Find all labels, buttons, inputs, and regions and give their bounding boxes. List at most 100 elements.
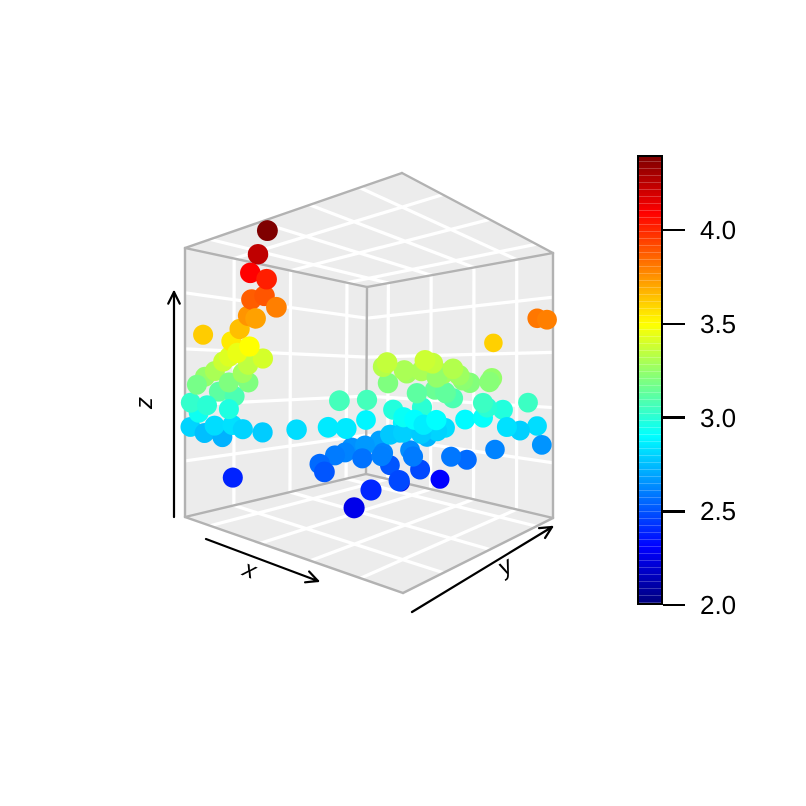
data-point: [314, 461, 335, 483]
colorbar-tick-label: 3.0: [700, 402, 737, 433]
data-point: [371, 445, 392, 467]
grid-z-left: [183, 347, 369, 359]
data-point: [360, 479, 382, 501]
colorbar-tick: [663, 416, 685, 419]
z-axis-label: z: [131, 397, 158, 410]
z-axis-arrow-head: [167, 290, 176, 305]
data-point: [472, 392, 494, 413]
grid-x-floor: [208, 477, 390, 528]
colorbar-tick-label: 4.0: [700, 215, 737, 245]
box-edge: [365, 251, 555, 289]
z-axis-arrow-head: [172, 290, 181, 305]
data-point: [441, 446, 462, 467]
data-point: [496, 416, 517, 438]
grid-x-floor: [308, 497, 476, 563]
grid-y-ceiling: [288, 217, 492, 273]
grid-x-floor: [358, 507, 519, 580]
data-point: [256, 220, 278, 242]
data-point: [388, 470, 410, 492]
box-edge: [401, 516, 555, 595]
data-point: [406, 383, 428, 404]
data-point: [356, 410, 376, 430]
y-axis-arrow-head: [543, 525, 554, 540]
grid-z-left: [183, 433, 368, 463]
x-axis-arrow-head: [308, 570, 320, 583]
data-point: [485, 439, 505, 460]
colorbar-stripes: [639, 157, 661, 603]
data-point: [492, 399, 513, 420]
box-edge: [183, 246, 369, 289]
data-point: [537, 309, 557, 330]
data-point: [376, 352, 398, 374]
data-point: [317, 416, 339, 438]
data-point: [335, 417, 357, 440]
data-point: [247, 243, 269, 265]
data-point: [456, 449, 477, 470]
data-point: [324, 445, 346, 466]
grid-x-floor: [258, 487, 433, 545]
colorbar-tick: [663, 510, 685, 513]
grid-y-wall: [288, 269, 293, 494]
data-points: [180, 220, 557, 519]
data-point: [239, 336, 260, 357]
data-point: [426, 409, 447, 431]
data-point: [518, 392, 538, 413]
data-point: [343, 497, 365, 519]
data-point: [252, 422, 273, 443]
x-axis-arrow: [204, 537, 320, 583]
data-point: [531, 435, 552, 455]
box-edge: [400, 171, 555, 255]
box-edge: [183, 472, 368, 519]
data-point: [266, 296, 287, 318]
data-point: [232, 419, 253, 440]
box-edge: [183, 171, 404, 250]
data-point: [402, 446, 424, 467]
y-axis-label: y: [491, 551, 519, 582]
grid-z-right: [365, 350, 555, 359]
x-axis-arrow-head: [303, 579, 320, 584]
data-point: [393, 360, 415, 381]
colorbar-tick-label: 2.5: [700, 496, 737, 527]
grid-y-ceiling: [232, 193, 445, 261]
data-point: [180, 392, 201, 413]
data-point: [256, 268, 277, 290]
data-point: [356, 389, 378, 411]
grid-y-ceiling: [345, 242, 538, 285]
x-axis-label: x: [238, 555, 261, 585]
data-point: [442, 358, 464, 380]
data-point: [252, 348, 274, 369]
data-point: [414, 349, 436, 371]
grid-y-floor: [288, 490, 492, 552]
data-point: [196, 395, 218, 416]
grid-y-floor: [232, 503, 446, 575]
box-edge: [183, 515, 405, 595]
data-point: [455, 409, 476, 430]
data-point: [527, 416, 547, 436]
grid-x-ceiling: [308, 203, 476, 270]
y-axis-arrow: [410, 525, 554, 614]
left-wall-panel: [185, 248, 367, 517]
data-point: [484, 333, 503, 353]
data-point: [193, 324, 214, 345]
colorbar-tick: [663, 228, 685, 232]
data-point: [352, 448, 373, 469]
grid-z-right: [365, 295, 555, 320]
y-axis-arrow-head: [537, 525, 554, 530]
colorbar-tick: [663, 603, 685, 607]
colorbar-tick: [663, 322, 685, 325]
colorbar-tick-label: 2.0: [700, 590, 737, 620]
data-point: [430, 469, 450, 489]
grid-x-ceiling: [208, 237, 390, 285]
data-point: [329, 390, 350, 412]
data-point: [218, 399, 239, 420]
data-point: [186, 374, 207, 395]
data-point: [204, 415, 225, 436]
data-point: [222, 467, 243, 488]
data-point: [245, 308, 266, 329]
grid-x-ceiling: [258, 220, 433, 277]
data-point: [479, 371, 500, 393]
colorbar: [637, 155, 663, 605]
data-point: [377, 372, 399, 394]
